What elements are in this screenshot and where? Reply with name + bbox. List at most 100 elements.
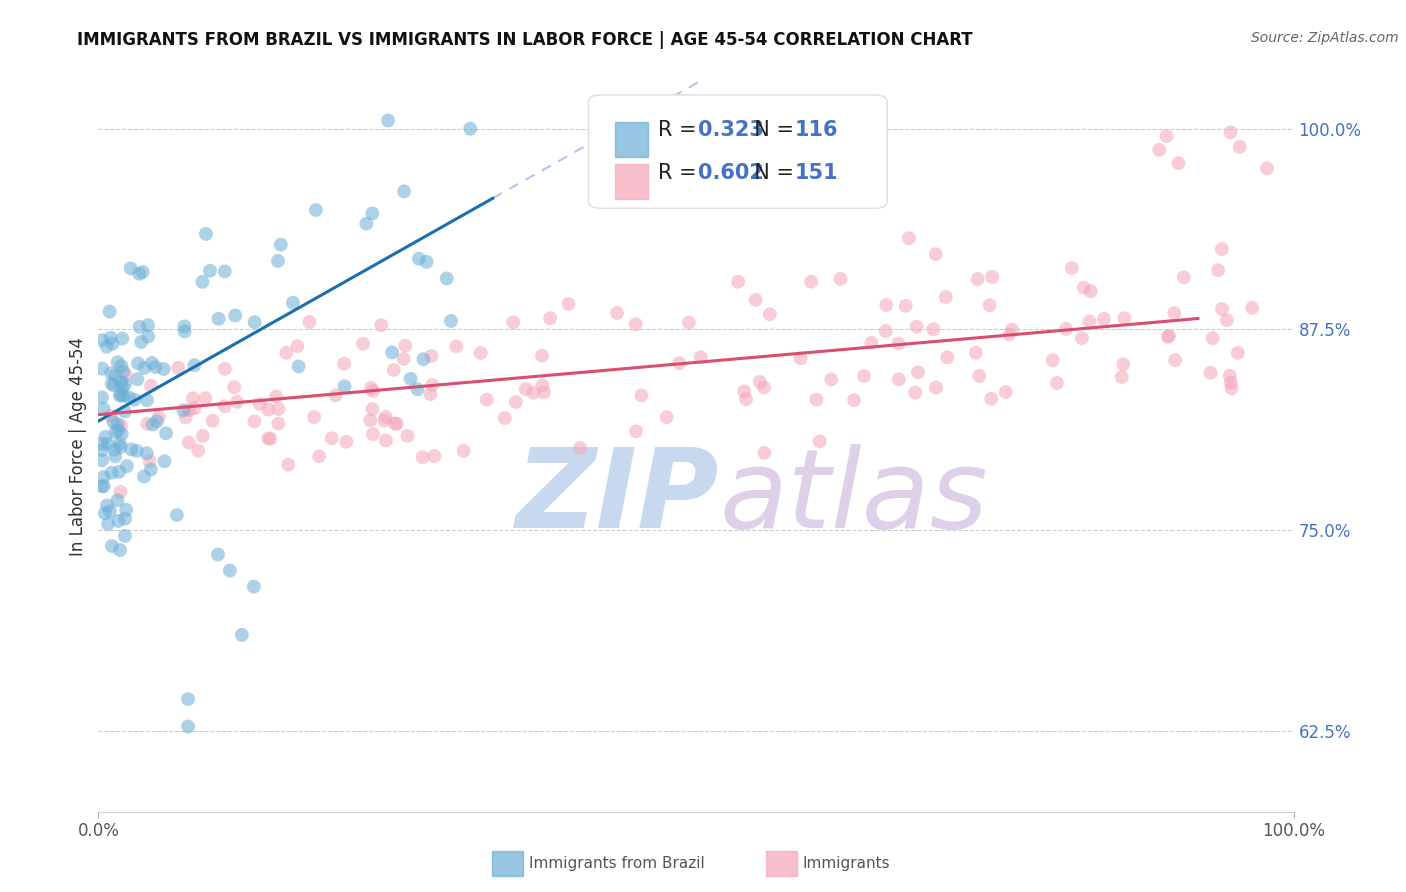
Point: [298, 315, 321, 329]
Point: [470, 346, 492, 360]
Point: [936, 351, 959, 365]
Point: [281, 295, 304, 310]
Text: atlas: atlas: [720, 443, 988, 550]
Point: [100, 331, 122, 345]
Point: [135, 446, 157, 460]
Point: [110, 484, 132, 499]
Point: [994, 385, 1017, 400]
Point: [374, 434, 396, 448]
Point: [93, 479, 115, 493]
Point: [1078, 314, 1101, 328]
Point: [875, 298, 897, 312]
Point: [270, 237, 292, 252]
Point: [981, 270, 1004, 285]
Point: [141, 356, 163, 370]
Point: [231, 628, 253, 642]
Point: [759, 307, 782, 321]
Point: [1157, 328, 1180, 343]
Text: R =: R =: [658, 163, 703, 184]
Point: [110, 418, 132, 433]
Point: [129, 334, 152, 349]
Point: [259, 432, 281, 446]
Text: IMMIGRANTS FROM BRAZIL VS IMMIGRANTS IN LABOR FORCE | AGE 45-54 CORRELATION CHAR: IMMIGRANTS FROM BRAZIL VS IMMIGRANTS IN …: [77, 31, 973, 49]
Point: [1060, 261, 1083, 276]
Point: [1167, 156, 1189, 170]
Point: [139, 379, 162, 393]
Point: [91, 453, 114, 467]
Point: [138, 454, 160, 468]
Point: [533, 385, 555, 400]
Point: [333, 379, 356, 393]
Point: [97, 516, 120, 531]
Point: [925, 247, 948, 261]
Point: [808, 434, 831, 449]
Point: [177, 692, 200, 706]
Point: [1163, 306, 1185, 320]
Point: [1219, 376, 1241, 390]
Point: [94, 506, 117, 520]
Point: [103, 378, 125, 392]
Point: [125, 443, 148, 458]
Point: [360, 381, 382, 395]
Point: [530, 349, 553, 363]
Point: [689, 351, 711, 365]
Point: [100, 466, 122, 480]
Point: [101, 539, 124, 553]
Point: [243, 414, 266, 428]
Text: 0.602: 0.602: [699, 163, 765, 184]
Point: [494, 411, 516, 425]
Point: [257, 402, 280, 417]
Point: [806, 392, 828, 407]
Point: [420, 378, 443, 392]
Point: [108, 436, 131, 450]
Point: [853, 369, 876, 384]
Point: [214, 361, 236, 376]
Point: [1157, 330, 1180, 344]
Point: [198, 264, 221, 278]
Point: [173, 325, 195, 339]
Point: [1226, 346, 1249, 360]
Point: [107, 417, 129, 432]
Text: 0.323: 0.323: [699, 120, 765, 140]
Point: [264, 389, 287, 403]
Point: [108, 543, 131, 558]
Point: [754, 446, 776, 460]
Point: [257, 432, 280, 446]
Point: [1216, 313, 1239, 327]
Point: [1211, 302, 1233, 317]
Point: [174, 410, 197, 425]
Point: [922, 322, 945, 336]
Point: [114, 368, 136, 382]
Point: [1054, 322, 1077, 336]
Point: [373, 413, 395, 427]
Point: [167, 360, 190, 375]
Point: [370, 318, 392, 333]
Point: [243, 580, 266, 594]
Point: [887, 372, 910, 386]
Point: [655, 410, 678, 425]
Point: [114, 404, 136, 418]
Point: [898, 231, 921, 245]
Point: [744, 293, 766, 307]
Point: [1164, 353, 1187, 368]
Point: [115, 459, 138, 474]
Point: [191, 429, 214, 443]
Point: [531, 378, 554, 392]
Point: [1149, 143, 1171, 157]
Point: [276, 345, 298, 359]
Point: [148, 409, 170, 424]
Point: [91, 437, 114, 451]
Point: [844, 393, 866, 408]
Point: [399, 372, 422, 386]
Point: [267, 417, 290, 431]
Point: [1071, 331, 1094, 345]
Point: [177, 435, 200, 450]
Point: [128, 319, 150, 334]
Point: [408, 252, 430, 266]
Point: [502, 315, 524, 329]
Point: [96, 340, 118, 354]
Point: [96, 499, 118, 513]
Point: [733, 384, 755, 399]
Point: [904, 385, 927, 400]
Point: [132, 469, 155, 483]
